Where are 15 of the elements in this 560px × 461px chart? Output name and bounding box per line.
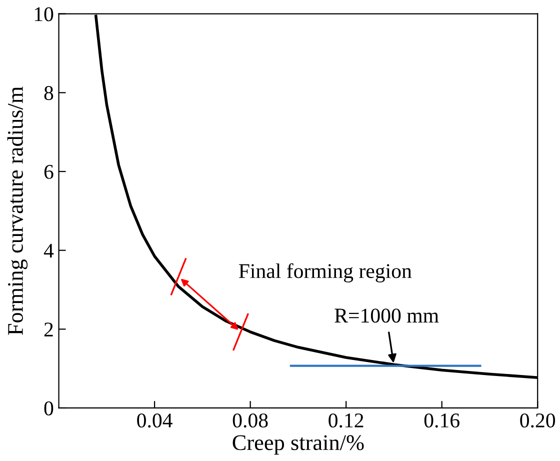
annotation: R=1000 mm: [334, 308, 439, 323]
x-tick-label: 0.04: [137, 413, 172, 428]
annotation: Final forming region: [238, 263, 412, 282]
x-tick-label: 0.08: [232, 413, 268, 428]
y-tick-label: 4: [44, 244, 54, 258]
x-tick-label: 0.16: [424, 413, 460, 428]
y-tick-label: 2: [44, 322, 53, 336]
y-tick-label: 8: [44, 86, 54, 100]
y-axis-title: Forming curvature radius/m: [7, 86, 28, 335]
y-tick-label: 0: [44, 401, 54, 416]
y-tick-label: 10: [34, 7, 54, 22]
x-tick-label: 0.12: [328, 413, 364, 428]
y-tick-label: 6: [44, 164, 54, 179]
x-tick-label: 0.20: [520, 413, 556, 428]
x-axis-title: Creep strain/%: [232, 435, 364, 455]
